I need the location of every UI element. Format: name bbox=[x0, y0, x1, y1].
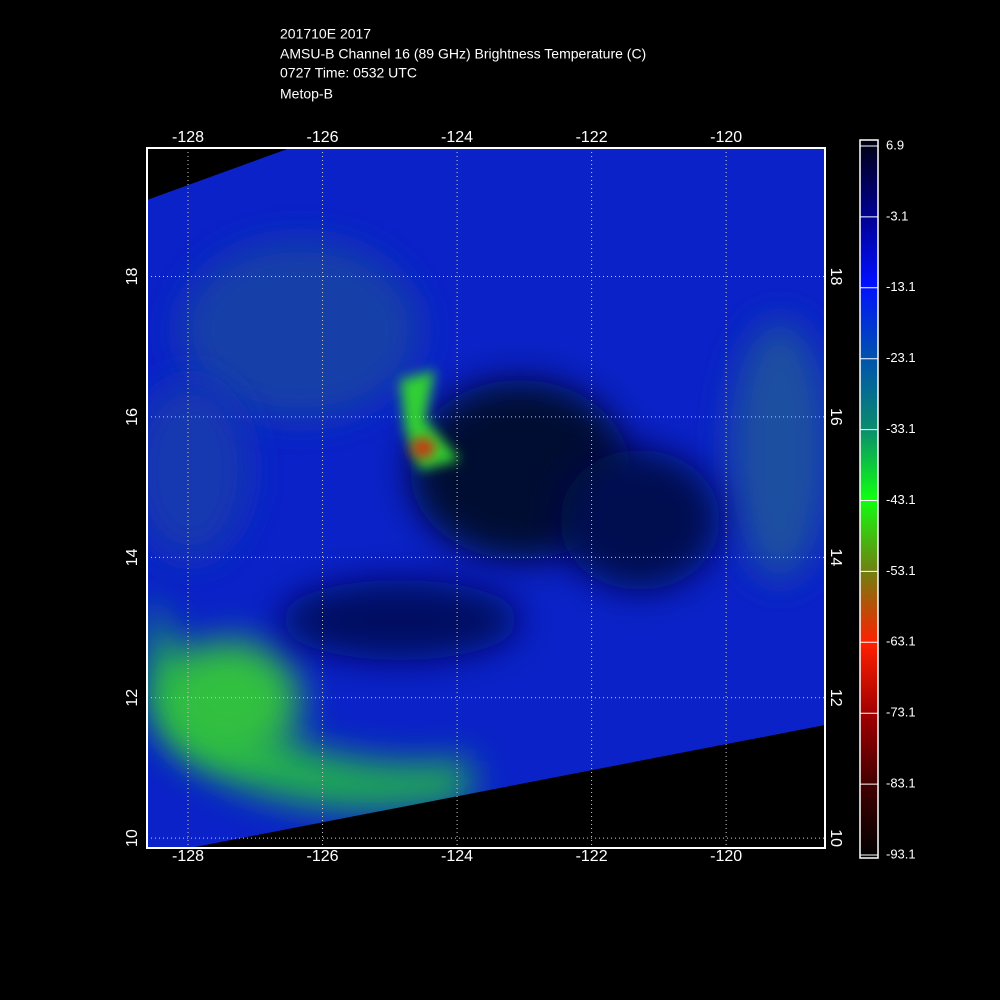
colorbar-label: -43.1 bbox=[886, 492, 916, 507]
y-tick-label: 16 bbox=[124, 408, 141, 426]
grid bbox=[147, 148, 825, 848]
x-tick-label: -126 bbox=[307, 848, 339, 865]
cloud bbox=[180, 240, 420, 420]
y-tick-label: 10 bbox=[827, 829, 844, 847]
x-tick-label: -124 bbox=[441, 129, 473, 146]
cloud bbox=[147, 380, 250, 560]
colorbar-label: 6.9 bbox=[886, 137, 904, 152]
axes: -128 -128 -126 -126 -124 -124 -122 -122 -120 -120… bbox=[124, 129, 844, 865]
title-line: 201710E 2017 bbox=[280, 26, 371, 42]
y-tick-label: 12 bbox=[827, 689, 844, 707]
colorbar-ticks: 6.9 -3.1 -13.1 -23.1 -33.1 -43.1 -53.1 -63.1 -73… bbox=[860, 137, 916, 861]
x-tick-label: -122 bbox=[576, 129, 608, 146]
colorbar-label: -23.1 bbox=[886, 350, 916, 365]
colorbar-label: -13.1 bbox=[886, 279, 916, 294]
colorbar-label: -33.1 bbox=[886, 421, 916, 436]
y-tick-label: 18 bbox=[827, 268, 844, 286]
y-tick-label: 12 bbox=[124, 689, 141, 707]
title-line: 0727 Time: 0532 UTC bbox=[280, 65, 417, 81]
y-tick-label: 14 bbox=[827, 548, 844, 566]
convection-core bbox=[411, 438, 435, 458]
x-tick-label: -120 bbox=[710, 129, 742, 146]
colorbar-label: -3.1 bbox=[886, 208, 908, 223]
x-tick-label: -122 bbox=[576, 848, 608, 865]
y-tick-label: 16 bbox=[827, 408, 844, 426]
colorbar-label: -53.1 bbox=[886, 563, 916, 578]
x-tick-label: -128 bbox=[172, 848, 204, 865]
title-line: Metop-B bbox=[280, 86, 333, 102]
x-tick-label: -124 bbox=[441, 848, 473, 865]
colorbar bbox=[859, 139, 879, 859]
x-tick-label: -126 bbox=[307, 129, 339, 146]
colorbar-label: -83.1 bbox=[886, 776, 916, 791]
colorbar-label: -73.1 bbox=[886, 705, 916, 720]
eyewall bbox=[560, 450, 720, 590]
colorbar-label: -63.1 bbox=[886, 634, 916, 649]
x-tick-label: -128 bbox=[172, 129, 204, 146]
imagery bbox=[147, 148, 825, 848]
colorbar-label: -93.1 bbox=[886, 846, 916, 861]
title-line: AMSU-B Channel 16 (89 GHz) Brightness Te… bbox=[280, 46, 646, 62]
y-tick-label: 14 bbox=[124, 548, 141, 566]
y-tick-label: 18 bbox=[124, 267, 141, 285]
features bbox=[147, 240, 825, 809]
y-tick-label: 10 bbox=[124, 829, 141, 847]
cloud bbox=[160, 640, 300, 760]
rainband bbox=[280, 580, 520, 660]
cloud bbox=[730, 320, 825, 580]
x-tick-label: -120 bbox=[710, 848, 742, 865]
header: 201710E 2017 AMSU-B Channel 16 (89 GHz) … bbox=[280, 26, 646, 102]
map-frame bbox=[146, 147, 826, 849]
